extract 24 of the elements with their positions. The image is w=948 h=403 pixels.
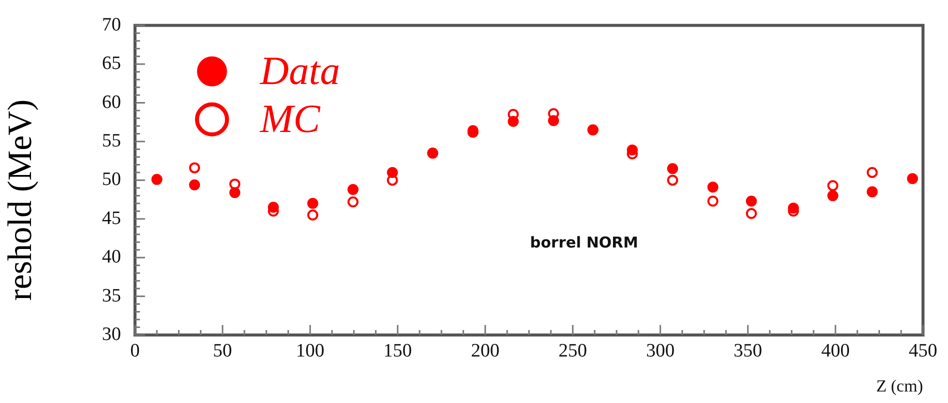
- y-tick-label: 50: [102, 169, 121, 190]
- annotation: borrel NORM: [530, 233, 638, 252]
- x-tick-label: 50: [213, 340, 232, 362]
- x-axis-title: Z (cm): [876, 376, 923, 396]
- y-tick-label: 40: [102, 246, 121, 268]
- x-tick-label: 0: [130, 340, 140, 362]
- y-tick-label: 35: [102, 285, 121, 306]
- y-axis-title: reshold (MeV): [2, 99, 39, 301]
- x-tick-label: 100: [296, 340, 324, 362]
- x-tick-label: 200: [470, 340, 500, 362]
- x-tick-label: 400: [821, 340, 850, 362]
- y-tick-label: 30: [102, 324, 121, 345]
- legend-label: Data: [259, 48, 340, 93]
- y-tick-label: 65: [102, 53, 121, 74]
- y-tick-label: 45: [102, 208, 121, 229]
- y-tick-label: 55: [102, 130, 121, 152]
- x-tick-label: 450: [908, 340, 938, 362]
- x-tick-label: 250: [558, 340, 588, 362]
- y-tick-label: 70: [102, 14, 121, 36]
- x-tick-label: 150: [383, 340, 412, 362]
- legend-label: MC: [259, 96, 322, 141]
- x-tick-label: 300: [646, 340, 675, 362]
- y-tick-label: 60: [102, 92, 121, 113]
- x-tick-label: 350: [734, 340, 762, 362]
